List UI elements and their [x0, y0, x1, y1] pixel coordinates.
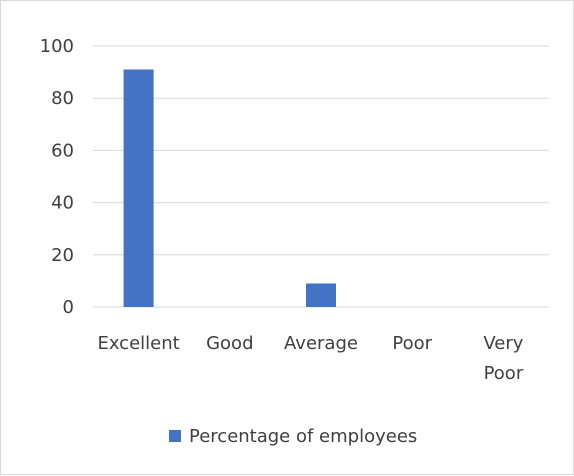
y-tick-label: 80 — [51, 88, 74, 109]
legend-label: Percentage of employees — [189, 426, 417, 447]
x-axis-category-labels: Excellent Good Average Poor Very Poor — [97, 333, 523, 384]
bar-excellent — [123, 69, 154, 308]
gridlines — [93, 45, 549, 308]
legend: Percentage of employees — [169, 426, 417, 447]
x-category-label: Very Poor — [483, 333, 523, 384]
y-tick-label: 100 — [40, 36, 74, 57]
y-tick-label: 60 — [51, 140, 74, 161]
bar-average — [306, 283, 336, 307]
y-tick-label: 40 — [51, 193, 74, 214]
bars — [123, 69, 336, 308]
x-category-label: Poor — [392, 333, 432, 354]
y-axis-tick-labels: 0 20 40 60 80 100 — [40, 36, 74, 318]
x-category-label: Good — [206, 333, 253, 354]
x-category-label: Excellent — [97, 333, 179, 354]
legend-swatch — [169, 430, 181, 442]
x-category-label: Average — [284, 333, 358, 354]
y-tick-label: 20 — [51, 245, 74, 266]
y-tick-label: 0 — [63, 297, 74, 318]
